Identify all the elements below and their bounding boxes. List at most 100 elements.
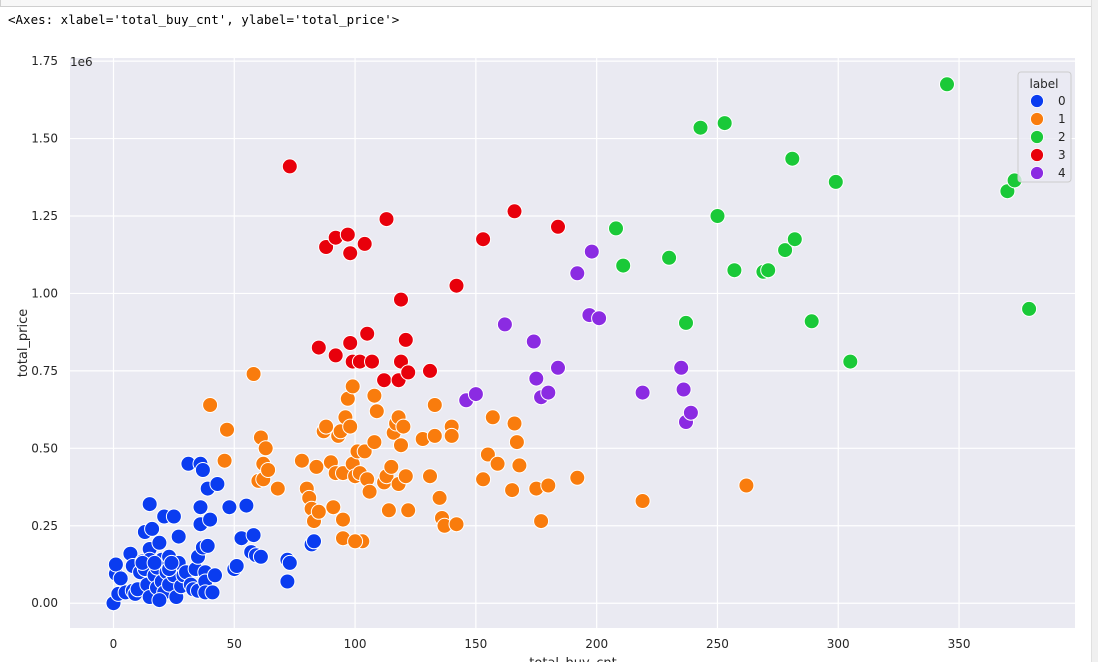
legend-label-0: 0: [1058, 94, 1066, 108]
data-point-label-3: [342, 335, 359, 351]
tick-labels: 0 50 100 150 200 250 300 350 0.00 0.25 0.50 0.75 1.0…: [31, 54, 970, 651]
data-point-label-3: [356, 235, 373, 252]
data-point-label-4: [540, 384, 557, 401]
data-point-label-1: [397, 468, 414, 485]
data-point-label-1: [293, 452, 310, 469]
x-tick-label: 350: [948, 637, 971, 651]
y-tick-label: 0.75: [31, 364, 58, 378]
data-point-label-0: [107, 556, 124, 573]
data-point-label-1: [257, 440, 274, 457]
data-point-label-1: [325, 499, 342, 516]
data-point-label-0: [228, 558, 245, 574]
data-point-label-0: [209, 476, 226, 492]
data-point-label-1: [506, 415, 523, 432]
data-point-label-2: [1021, 300, 1038, 317]
x-tick-label: 250: [706, 637, 729, 651]
data-point-label-2: [709, 208, 726, 224]
data-point-label-2: [842, 353, 859, 370]
data-point-label-2: [784, 150, 801, 167]
data-point-label-1: [540, 477, 557, 494]
data-point-label-1: [366, 387, 383, 404]
cell-output-text: <Axes: xlabel='total_buy_cnt', ylabel='t…: [8, 12, 400, 27]
data-point-label-1: [426, 397, 443, 413]
data-point-label-3: [310, 339, 327, 356]
data-point-label-0: [144, 520, 161, 537]
data-point-label-3: [342, 245, 359, 262]
data-point-label-2: [760, 262, 777, 279]
data-point-label-0: [221, 499, 238, 516]
data-point-label-2: [803, 313, 820, 330]
data-point-label-1: [366, 434, 383, 451]
data-point-label-2: [726, 262, 743, 279]
data-point-label-1: [489, 455, 506, 472]
data-point-label-1: [533, 513, 550, 530]
x-tick-label: 100: [344, 637, 367, 651]
data-point-label-1: [443, 427, 460, 444]
y-tick-label: 1.25: [31, 209, 58, 223]
legend-title: label: [1029, 77, 1058, 91]
data-point-label-1: [422, 468, 438, 485]
data-point-label-4: [634, 384, 651, 401]
data-point-label-1: [484, 409, 501, 426]
data-point-label-4: [467, 386, 484, 403]
data-point-label-0: [281, 554, 298, 571]
legend-marker-4: [1030, 166, 1044, 180]
data-point-label-0: [238, 497, 255, 514]
data-point-label-1: [504, 482, 521, 499]
data-point-label-4: [591, 310, 608, 327]
data-points: [105, 76, 1038, 612]
y-tick-label: 1.50: [31, 132, 58, 146]
data-point-label-1: [269, 480, 286, 497]
data-point-label-0: [112, 570, 129, 587]
scrollbar[interactable]: [1091, 0, 1098, 662]
data-point-label-2: [608, 220, 624, 237]
data-point-label-2: [661, 249, 678, 266]
data-point-label-0: [306, 533, 322, 550]
data-point-label-1: [310, 503, 327, 520]
data-point-label-3: [376, 372, 393, 389]
data-point-label-4: [496, 316, 513, 333]
data-point-label-1: [342, 418, 359, 435]
data-point-label-2: [939, 76, 955, 93]
data-point-label-1: [356, 443, 373, 460]
grid-lines: [70, 58, 1075, 628]
x-tick-label: 300: [827, 637, 850, 651]
data-point-label-2: [716, 115, 733, 132]
data-point-label-4: [583, 243, 600, 260]
data-point-label-1: [448, 516, 465, 533]
data-point-label-1: [347, 533, 364, 550]
data-point-label-1: [380, 502, 397, 519]
y-axis-label: total_price: [16, 309, 31, 378]
data-point-label-3: [448, 277, 465, 294]
data-point-label-3: [327, 347, 344, 364]
data-point-label-0: [170, 528, 187, 545]
data-point-label-1: [479, 446, 496, 463]
data-point-label-1: [318, 418, 335, 435]
legend-label-4: 4: [1058, 166, 1066, 180]
x-axis-label: total_buy_cnt: [529, 656, 616, 662]
data-point-label-1: [260, 462, 277, 478]
data-point-label-1: [426, 427, 443, 444]
data-point-label-0: [279, 573, 296, 590]
data-point-label-2: [827, 173, 844, 190]
data-point-label-4: [569, 265, 586, 282]
x-tick-label: 150: [464, 637, 487, 651]
data-point-label-1: [511, 457, 528, 474]
y-tick-label: 1.75: [31, 54, 58, 68]
y-offset-label: 1e6: [70, 55, 93, 69]
data-point-label-2: [692, 119, 709, 136]
data-point-label-0: [194, 462, 211, 478]
data-point-label-1: [344, 378, 361, 395]
y-tick-label: 0.00: [31, 596, 58, 610]
data-point-label-2: [786, 231, 803, 248]
data-point-label-3: [550, 218, 566, 235]
legend-marker-3: [1030, 148, 1044, 162]
data-point-label-2: [615, 257, 632, 274]
data-point-label-1: [475, 471, 492, 488]
x-tick-label: 0: [110, 637, 118, 651]
data-point-label-3: [318, 239, 335, 255]
data-point-label-0: [163, 554, 180, 571]
y-tick-label: 1.00: [31, 286, 58, 300]
data-point-label-0: [202, 511, 219, 528]
